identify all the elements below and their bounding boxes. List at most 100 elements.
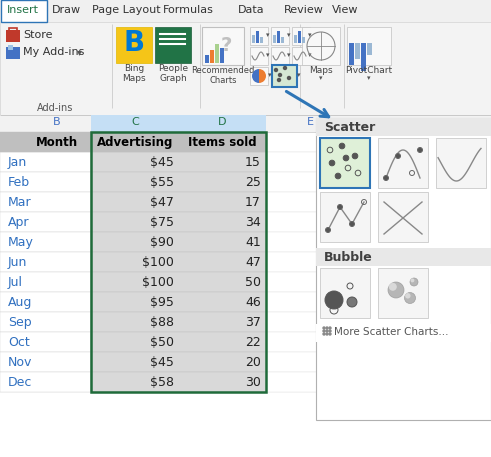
Text: PivotChart: PivotChart	[346, 66, 393, 75]
Bar	[316, 118, 491, 420]
Text: Recommended
Charts: Recommended Charts	[191, 66, 255, 85]
Bar	[91, 372, 266, 392]
Bar	[0, 192, 91, 212]
Circle shape	[288, 76, 291, 80]
Text: Mar: Mar	[8, 196, 31, 209]
Bar	[91, 292, 266, 312]
Bar	[273, 35, 276, 43]
Circle shape	[283, 67, 287, 69]
Text: ▾: ▾	[287, 52, 291, 58]
Circle shape	[389, 283, 397, 291]
Bar	[0, 292, 91, 312]
Bar	[0, 372, 91, 392]
Bar	[378, 192, 428, 242]
Circle shape	[329, 330, 331, 332]
Circle shape	[329, 160, 335, 166]
Bar	[378, 268, 428, 318]
Bar	[0, 132, 91, 152]
Text: 46: 46	[245, 296, 261, 309]
Text: ▾: ▾	[77, 47, 82, 57]
Bar	[266, 172, 491, 192]
Bar	[91, 312, 266, 332]
Bar	[256, 31, 259, 43]
Text: $55: $55	[150, 176, 174, 189]
Bar	[298, 31, 301, 43]
Text: Jun: Jun	[8, 256, 27, 269]
Bar	[91, 172, 266, 192]
Bar	[202, 27, 244, 65]
Bar	[320, 138, 370, 188]
Text: $88: $88	[150, 316, 174, 329]
Bar	[205, 55, 209, 63]
Bar	[0, 172, 91, 192]
Bar	[436, 138, 486, 188]
Text: $100: $100	[142, 256, 174, 269]
Bar	[292, 27, 310, 45]
Circle shape	[337, 204, 343, 209]
Text: Bing
Maps: Bing Maps	[122, 64, 146, 83]
Bar	[210, 50, 214, 63]
Text: Nov: Nov	[8, 356, 32, 369]
Bar	[6, 47, 20, 59]
Bar	[0, 115, 491, 132]
Bar	[266, 212, 491, 232]
Bar	[155, 27, 191, 63]
Bar	[0, 152, 91, 172]
Circle shape	[395, 154, 401, 159]
Bar	[272, 65, 297, 87]
Circle shape	[388, 282, 404, 298]
Bar	[91, 232, 266, 252]
Text: People
Graph: People Graph	[158, 64, 188, 83]
Text: B: B	[53, 117, 61, 127]
Text: ▾: ▾	[268, 72, 272, 78]
Bar	[281, 37, 284, 43]
Text: Scatter: Scatter	[324, 121, 375, 134]
Bar	[9, 28, 17, 32]
Text: ▾: ▾	[308, 52, 311, 58]
Wedge shape	[259, 69, 266, 83]
Text: ▾: ▾	[319, 75, 323, 81]
Circle shape	[339, 143, 345, 149]
Circle shape	[329, 327, 331, 329]
Text: $47: $47	[150, 196, 174, 209]
Bar	[252, 35, 255, 43]
Bar	[250, 67, 268, 85]
Text: Page Layout: Page Layout	[92, 5, 161, 15]
Circle shape	[325, 291, 343, 309]
Text: Items sold: Items sold	[188, 136, 256, 149]
Text: ▾: ▾	[266, 32, 270, 38]
Text: 34: 34	[245, 216, 261, 229]
Bar	[116, 27, 152, 63]
Text: $50: $50	[150, 336, 174, 349]
Text: E: E	[306, 117, 313, 127]
Text: ?: ?	[220, 36, 232, 55]
Text: Maps: Maps	[309, 66, 333, 75]
Text: Advertising: Advertising	[97, 136, 173, 149]
Text: My Add-ins: My Add-ins	[23, 47, 84, 57]
Bar	[179, 132, 266, 152]
Bar	[91, 115, 266, 132]
Text: 47: 47	[245, 256, 261, 269]
Bar	[0, 115, 491, 457]
Text: D: D	[218, 117, 226, 127]
Bar	[266, 252, 491, 272]
Text: Aug: Aug	[8, 296, 32, 309]
Text: Data: Data	[238, 5, 265, 15]
Bar	[215, 44, 219, 63]
Bar	[260, 37, 263, 43]
Bar	[266, 232, 491, 252]
Text: $58: $58	[150, 376, 174, 389]
Text: 15: 15	[245, 156, 261, 169]
Text: ▾: ▾	[367, 75, 371, 81]
Text: Feb: Feb	[8, 176, 30, 189]
Circle shape	[347, 297, 357, 307]
Bar	[302, 37, 305, 43]
Text: $95: $95	[150, 296, 174, 309]
Text: 17: 17	[245, 196, 261, 209]
Circle shape	[323, 327, 325, 329]
Text: 25: 25	[245, 176, 261, 189]
Bar	[91, 352, 266, 372]
Text: View: View	[332, 5, 358, 15]
Bar	[320, 268, 370, 318]
Text: Jan: Jan	[8, 156, 27, 169]
